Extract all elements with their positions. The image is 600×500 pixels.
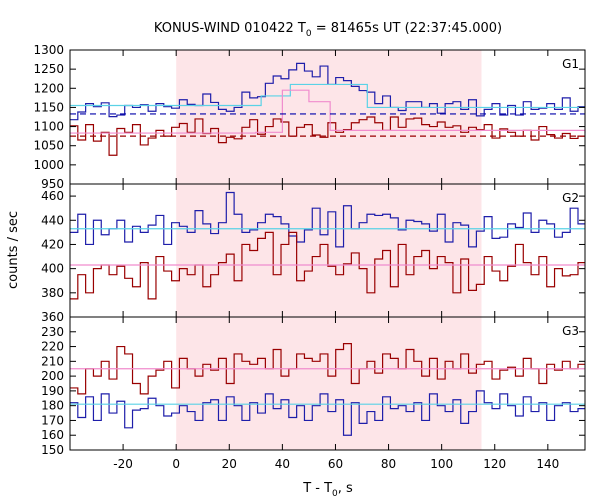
y-tick-label: 360 [41,310,64,324]
x-tick-label: -20 [113,457,133,471]
panel-frame [69,316,586,451]
panel-g2: 360 380 400 420 440 460 G2 [41,183,586,324]
y-tick-label: 440 [41,213,64,227]
chart-title-subscript: 0 [306,29,312,39]
highlight-interval [176,50,482,184]
y-tick-label: 220 [41,340,64,354]
series-blue-histogram [70,191,585,248]
y-tick-label: 180 [41,399,64,413]
y-tick-label: 1050 [33,139,64,153]
highlight-interval [176,317,482,450]
x-tick-label: 140 [536,457,559,471]
y-tick-label: 200 [41,369,64,383]
series-dark_red-histogram [70,231,585,300]
y-axis-label: counts / sec [6,211,21,289]
y-tick-label: 460 [41,189,64,203]
panel-g1: 950 1000 1050 1100 1150 1200 1250 1300 G1 [33,43,586,191]
x-tick-label: 120 [483,457,506,471]
panel-label: G2 [562,191,579,205]
y-tick-label: 950 [41,177,64,191]
y-tick-label: 380 [41,286,64,300]
x-tick-label: 40 [275,457,290,471]
y-tick-label: 230 [41,325,64,339]
y-tick-label: 1200 [33,81,64,95]
y-tick-label: 1250 [33,62,64,76]
panels: 9501000105011001150120012501300G13603804… [33,43,586,471]
chart-title: KONUS-WIND 010422 T0 = 81465s UT (22:37:… [154,21,502,39]
y-tick-label: 1150 [33,100,64,114]
x-tick-label: 20 [222,457,237,471]
series-pink-step [70,89,586,134]
y-tick-label: 210 [41,354,64,368]
series-dark_red-histogram [70,343,585,395]
x-tick-label: 100 [430,457,453,471]
y-tick-label: 170 [41,413,64,427]
x-axis-label-subscript: 0 [332,489,338,499]
y-tick-label: 160 [41,428,64,442]
panel-label: G1 [562,57,579,71]
y-tick-label: 1000 [33,158,64,172]
x-axis-label: T - T0, s [302,481,353,499]
y-tick-label: 400 [41,262,64,276]
y-tick-label: 1100 [33,120,64,134]
x-tick-label: 60 [328,457,343,471]
y-tick-label: 150 [41,443,64,457]
y-tick-label: 190 [41,384,64,398]
panel-label: G3 [562,324,579,338]
y-tick-label: 1300 [33,43,64,57]
y-tick-label: 420 [41,237,64,251]
highlight-interval [176,184,482,317]
series-dark_red-histogram [70,116,585,156]
x-tick-label: 0 [172,457,180,471]
x-tick-label: 80 [381,457,396,471]
